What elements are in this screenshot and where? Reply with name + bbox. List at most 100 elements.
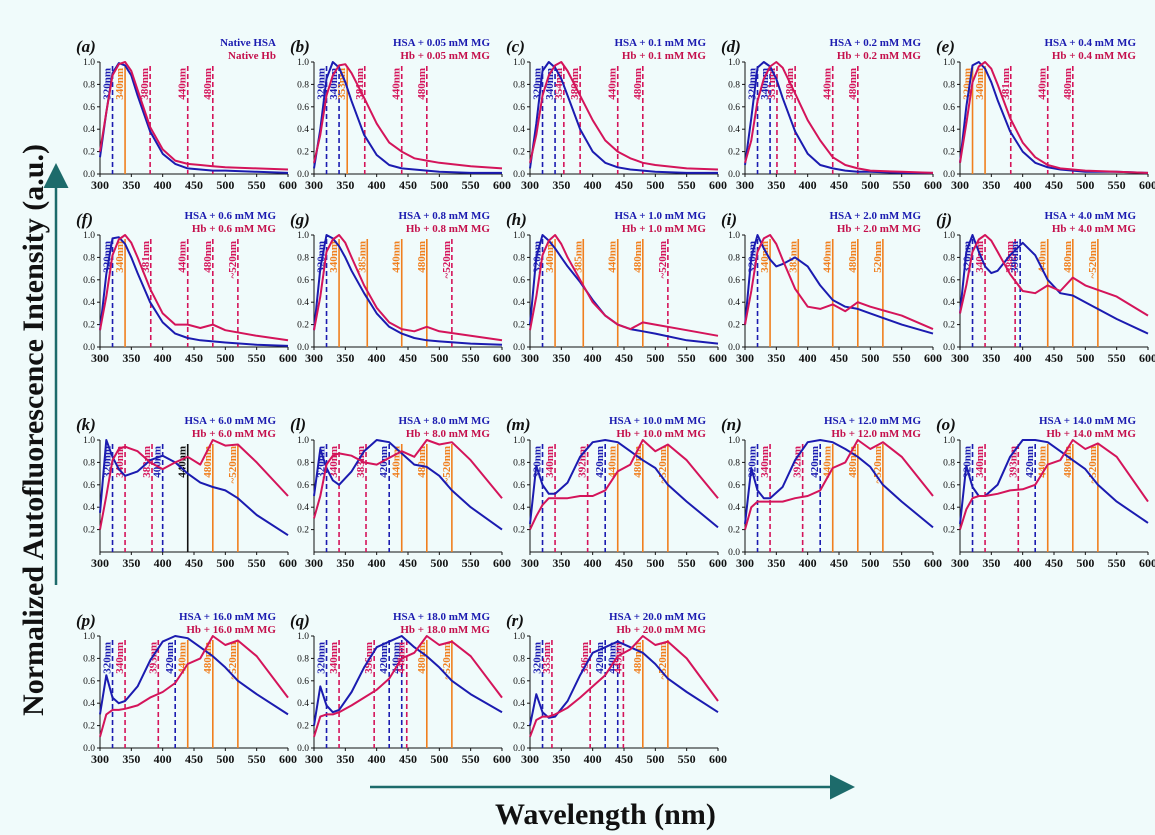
marker-label-440: 440nm [177,446,189,478]
marker-label-520: ~520nm [227,241,239,279]
x-tick-label: 500 [861,556,879,570]
y-tick-label: 0.2 [297,722,309,732]
y-tick-label: 0.8 [297,80,309,90]
y-tick-label: 0.0 [513,170,525,180]
x-tick-label: 400 [1014,556,1032,570]
x-tick-label: 350 [122,556,140,570]
legend-hb: Hb + 4.0 mM MG [1052,223,1137,235]
x-tick-label: 600 [924,178,942,192]
x-tick-label: 500 [430,556,448,570]
y-tick-label: 1.0 [513,436,525,446]
chart-panel-k: 300 350 400 450 500 550 6000.20.40.60.81.0320n… [76,415,297,570]
y-tick-label: 0.4 [943,125,955,135]
x-tick-label: 450 [830,351,848,365]
x-tick-label: 550 [893,351,911,365]
x-tick-label: 550 [893,178,911,192]
legend-hsa: HSA + 8.0 mM MG [398,415,490,427]
marker-label-392: 392nm [577,446,589,478]
y-tick-label: 0.2 [83,148,95,158]
marker-label-449: 449nm [612,642,624,674]
legend-hb: Hb + 8.0 mM MG [406,428,491,440]
legend-hb: Hb + 1.0 mM MG [622,223,707,235]
y-tick-label: 0.0 [728,548,740,558]
x-tick-label: 400 [368,351,386,365]
series-line-hsa [744,61,933,174]
y-tick-label: 0.2 [297,321,309,331]
x-tick-label: 400 [584,178,602,192]
x-tick-label: 600 [1139,556,1155,570]
chart-panel-b: 300 350 400 450 500 550 600 0.0 0.2 0.4 0.6 0.8 1.0 3… [290,37,511,192]
marker-label-385: 385nm [572,241,584,273]
x-tick-label: 300 [305,752,323,766]
series-line-hb [744,234,934,331]
marker-label-440: 440nm [822,446,834,478]
y-tick-label: 0.0 [943,170,955,180]
x-tick-label: 350 [552,752,570,766]
y-tick-label: 0.2 [728,526,740,536]
y-tick-label: 0.0 [83,744,95,754]
marker-label-340: 340nm [114,241,126,273]
marker-label-480: 480nm [1062,68,1074,100]
x-tick-label: 450 [615,178,633,192]
legend-hb: Hb + 0.8 mM MG [406,223,491,235]
panel-label: (f) [76,210,93,229]
x-tick-label: 450 [615,752,633,766]
legend-hb: Hb + 12.0 mM MG [831,428,921,440]
x-tick-label: 300 [521,752,539,766]
x-tick-label: 550 [462,178,480,192]
y-tick-label: 0.4 [297,298,309,308]
x-tick-label: 350 [552,556,570,570]
x-tick-label: 350 [336,178,354,192]
marker-label-340: 340nm [759,446,771,478]
chart-panel-e: 300 350 400 450 500 550 600 0.0 0.2 0.4 0.6 0.8 1.0 3… [936,37,1155,192]
marker-label-340: 340nm [759,68,771,100]
y-tick-label: 1.0 [83,436,95,446]
y-tick-label: 0.6 [297,103,309,113]
marker-label-440: 440nm [391,241,403,273]
legend-hsa: HSA + 16.0 mM MG [179,611,276,623]
x-tick-label: 350 [336,752,354,766]
marker-label-396: 396nm [1009,241,1021,273]
x-tick-label: 600 [709,752,727,766]
x-tick-label: 400 [799,351,817,365]
x-tick-label: 550 [893,556,911,570]
x-tick-label: 350 [767,351,785,365]
x-tick-label: 400 [154,752,172,766]
y-tick-label: 1.0 [83,58,95,68]
y-tick-label: 1.0 [83,632,95,642]
y-tick-label: 0.6 [83,481,95,491]
y-tick-label: 0.0 [943,343,955,353]
series-line-hb [529,635,719,738]
marker-label-420: 420nm [378,446,390,478]
marker-label-520: ~520nm [441,241,453,279]
y-tick-label: 0.4 [943,503,955,513]
marker-label-393: 393nm [1007,446,1019,478]
x-tick-label: 550 [462,752,480,766]
y-tick-label: 0.6 [513,481,525,491]
y-tick-label: 0.8 [513,458,525,468]
x-tick-label: 500 [646,752,664,766]
y-tick-label: 0.6 [513,276,525,286]
chart-panel-d: 300 350 400 450 500 550 600 0.0 0.2 0.4 0.6 0.8 1.0 3… [721,37,942,192]
x-tick-label: 350 [982,178,1000,192]
y-tick-label: 1.0 [297,632,309,642]
y-tick-label: 0.2 [297,526,309,536]
x-tick-label: 450 [185,351,203,365]
marker-label-440: 440nm [177,68,189,100]
y-tick-label: 0.4 [83,298,95,308]
y-tick-label: 1.0 [297,436,309,446]
marker-label-520: ~520nm [1087,241,1099,279]
y-tick-label: 0.4 [728,503,740,513]
x-tick-label: 300 [91,752,109,766]
marker-label-440: 440nm [391,446,403,478]
series-line-hsa [959,61,1149,174]
marker-label-335: 335nm [541,642,553,674]
panel-label: (h) [506,210,527,229]
y-tick-label: 0.2 [83,321,95,331]
x-tick-label: 300 [305,351,323,365]
series-line-hb [99,439,289,530]
y-tick-label: 0.8 [83,458,95,468]
y-tick-label: 0.6 [83,276,95,286]
y-tick-label: 0.6 [83,103,95,113]
marker-label-420: 420nm [378,642,390,674]
